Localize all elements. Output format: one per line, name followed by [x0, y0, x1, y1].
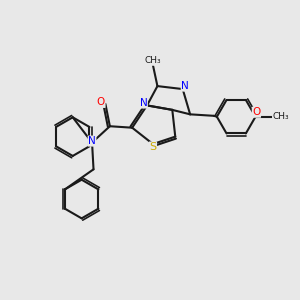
Text: CH₃: CH₃	[145, 56, 161, 65]
Text: N: N	[181, 81, 189, 91]
Text: N: N	[140, 98, 147, 108]
Text: S: S	[149, 142, 157, 152]
Text: O: O	[252, 107, 260, 117]
Text: O: O	[97, 98, 105, 107]
Text: N: N	[88, 136, 96, 146]
Text: CH₃: CH₃	[272, 112, 289, 121]
